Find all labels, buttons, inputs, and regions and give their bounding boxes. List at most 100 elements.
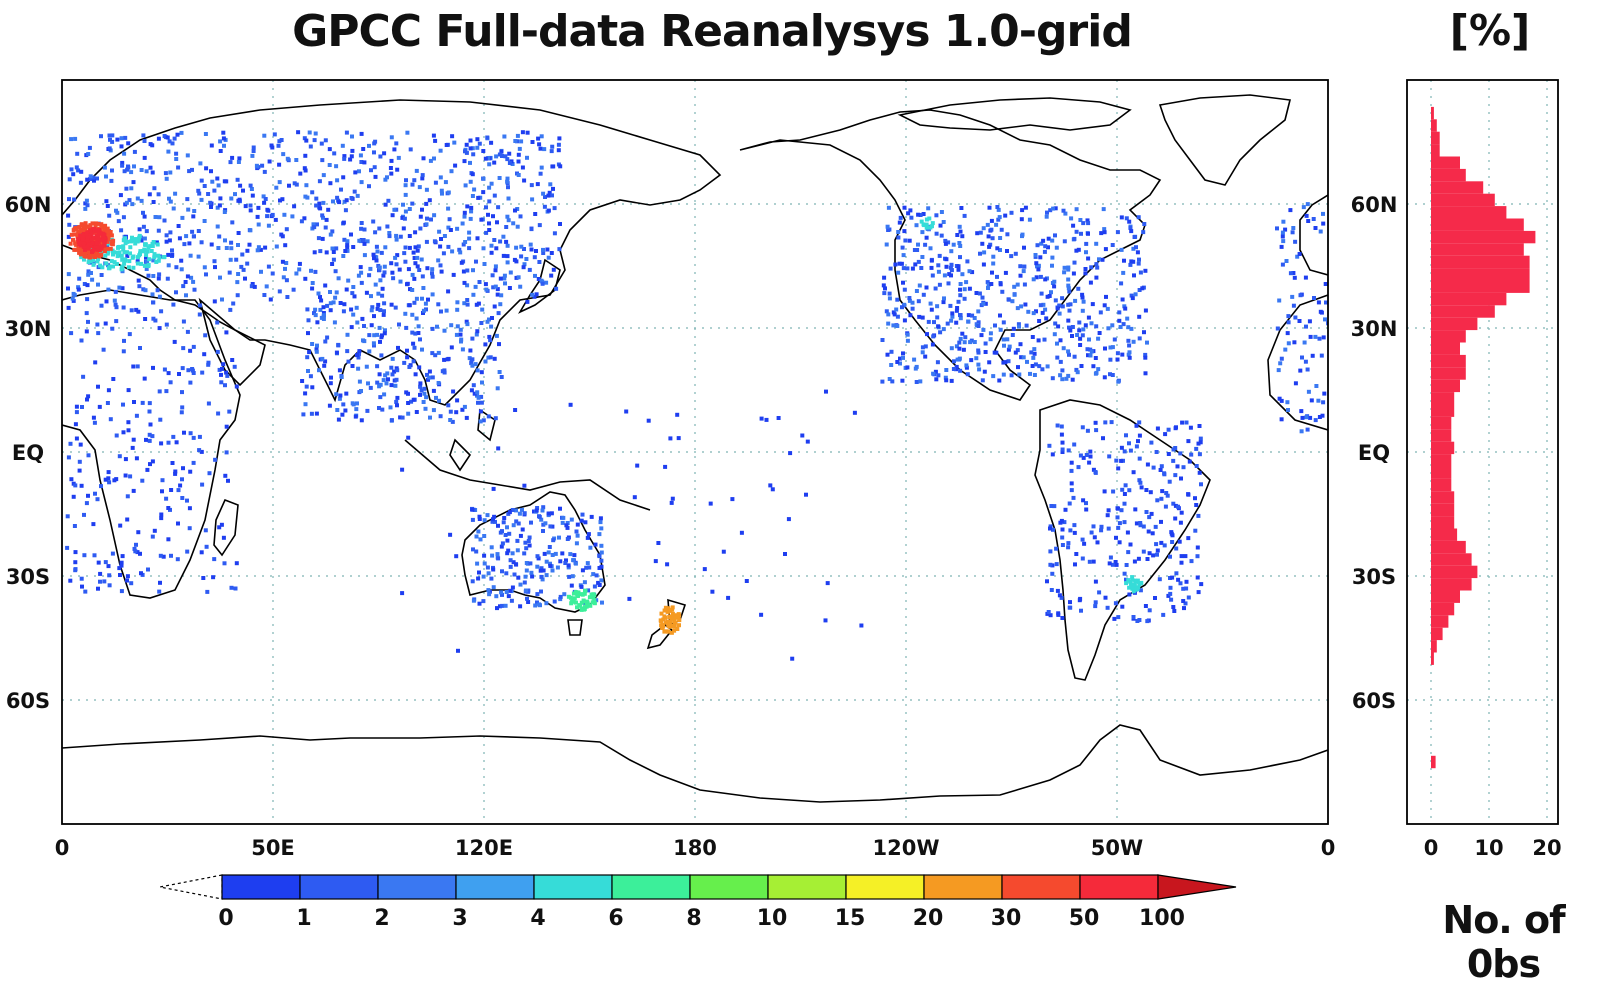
density-cell — [1115, 351, 1120, 356]
density-cell — [1159, 519, 1163, 524]
density-cell — [565, 521, 570, 525]
density-cell — [148, 422, 153, 427]
density-cell — [1097, 331, 1102, 335]
density-cell — [321, 200, 326, 205]
density-cell — [345, 242, 350, 247]
density-cell — [1281, 239, 1286, 244]
density-cell — [1280, 230, 1285, 235]
density-cell — [514, 245, 519, 250]
density-cell — [222, 561, 227, 566]
density-cell — [1125, 316, 1130, 321]
density-cell — [192, 287, 197, 292]
histogram-bar — [1431, 255, 1530, 269]
density-cell — [1143, 268, 1148, 273]
density-cell — [348, 157, 353, 162]
density-cell — [385, 371, 390, 376]
density-cell — [1171, 501, 1176, 506]
density-cell — [1189, 452, 1194, 457]
density-cell — [923, 242, 928, 247]
hotspot-europe-outer — [123, 236, 128, 241]
density-cell — [541, 529, 545, 533]
density-cell — [344, 130, 349, 135]
density-cell — [599, 564, 604, 569]
density-cell — [1113, 560, 1118, 564]
density-cell — [1184, 579, 1189, 584]
density-cell — [535, 554, 540, 559]
map-y-tick-label: 60S — [6, 689, 50, 713]
density-cell — [507, 161, 512, 165]
density-cell — [186, 368, 191, 373]
colorbar-label: 4 — [530, 906, 545, 931]
density-cell — [1020, 232, 1025, 237]
density-cell — [1017, 324, 1021, 329]
density-cell — [481, 574, 486, 579]
density-cell — [180, 366, 185, 371]
density-cell — [567, 574, 572, 579]
density-cell — [902, 229, 907, 234]
density-cell — [326, 207, 331, 212]
density-cell — [164, 322, 169, 327]
density-cell — [1322, 391, 1327, 396]
density-cell — [248, 228, 253, 233]
density-cell — [423, 406, 428, 411]
density-cell — [430, 292, 435, 297]
density-cell — [345, 332, 350, 337]
density-cell — [1032, 347, 1037, 352]
density-cell — [359, 160, 364, 164]
density-cell — [1054, 562, 1059, 567]
density-cell — [1089, 321, 1094, 326]
hotspot-europe-core — [88, 255, 93, 260]
density-cell — [176, 224, 181, 228]
density-cell — [786, 517, 791, 522]
hotspot-europe-outer — [97, 250, 102, 255]
density-cell — [204, 272, 208, 277]
density-cell — [519, 254, 524, 259]
density-cell — [1312, 296, 1316, 300]
density-cell — [768, 483, 773, 488]
density-cell — [216, 411, 221, 416]
density-cell — [294, 182, 299, 187]
density-cell — [925, 332, 929, 337]
density-cell — [515, 548, 520, 553]
density-cell — [416, 331, 421, 335]
density-cell — [300, 379, 305, 383]
density-cell — [540, 508, 545, 513]
density-cell — [115, 137, 120, 142]
density-cell — [506, 218, 511, 223]
density-cell — [825, 581, 830, 586]
density-cell — [965, 372, 970, 377]
density-cell — [206, 360, 211, 365]
density-cell — [1116, 615, 1121, 620]
density-cell — [1162, 472, 1167, 477]
density-cell — [497, 176, 502, 180]
density-cell — [132, 546, 137, 551]
density-cell — [504, 225, 509, 229]
density-cell — [1174, 425, 1178, 430]
density-cell — [490, 316, 494, 320]
density-cell — [1164, 491, 1169, 495]
density-cell — [1066, 286, 1071, 291]
hotspot-new-zealand — [675, 627, 680, 631]
density-cell — [196, 188, 201, 193]
hotspot-europe-outer — [150, 244, 155, 248]
density-cell — [901, 253, 906, 258]
density-cell — [200, 482, 205, 487]
density-cell — [462, 210, 467, 215]
density-cell — [280, 259, 285, 264]
density-cell — [557, 136, 562, 141]
density-cell — [974, 356, 979, 361]
density-cell — [896, 235, 901, 240]
density-cell — [565, 525, 570, 530]
density-cell — [125, 494, 130, 499]
density-cell — [514, 508, 518, 513]
density-cell — [945, 321, 950, 326]
density-cell — [1314, 384, 1319, 388]
hotspot-europe-peak — [88, 228, 93, 233]
density-cell — [292, 181, 297, 186]
density-cell — [351, 285, 356, 289]
density-cell — [496, 205, 501, 210]
density-cell — [730, 497, 735, 502]
density-cell — [122, 151, 127, 156]
density-cell — [1168, 576, 1172, 580]
density-cell — [544, 573, 549, 578]
